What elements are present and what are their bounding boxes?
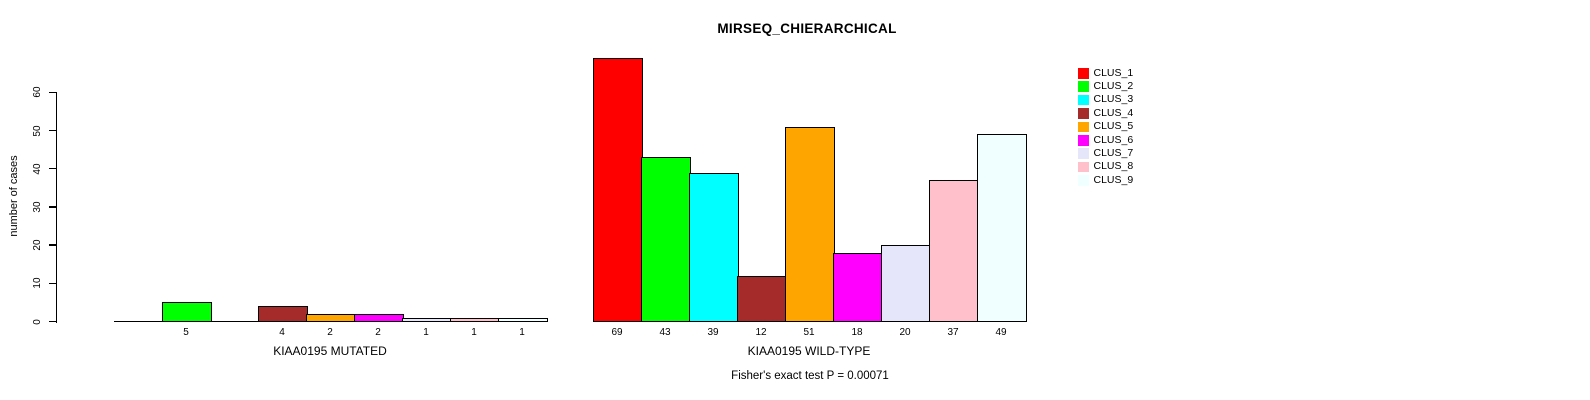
bar [258,306,308,323]
legend-label: CLUS_3 [1093,93,1134,106]
bar [785,126,835,323]
bar [402,317,452,323]
bar [450,317,500,323]
bar-value-label: 12 [755,327,767,338]
y-axis-tick [48,320,56,323]
y-axis-tick [48,282,56,285]
group-label: KIAA0195 WILD-TYPE [747,344,871,358]
y-tick-label: 30 [32,201,43,213]
chart-title: MIRSEQ_CHIERARCHICAL [717,21,897,36]
bar-value-label: 1 [519,327,525,338]
bar [833,252,883,323]
bar [977,134,1027,323]
bar [354,313,404,323]
legend-label: CLUS_8 [1093,160,1134,173]
fisher-test-annotation: Fisher's exact test P = 0.00071 [731,370,889,382]
legend-swatch [1078,121,1089,133]
bar [737,275,787,323]
bar-value-label: 39 [707,327,719,338]
group-label: KIAA0195 MUTATED [273,344,387,358]
y-tick-label: 0 [32,318,43,325]
legend-label: CLUS_1 [1093,66,1134,79]
y-tick-label: 20 [32,239,43,251]
legend-swatch [1078,175,1089,186]
bar-value-label: 4 [279,327,285,338]
bar-value-label: 20 [899,327,911,338]
legend-label: CLUS_2 [1093,79,1134,92]
y-tick-label: 10 [32,277,43,289]
legend-swatch [1078,68,1089,79]
bar-value-label: 37 [947,327,959,338]
bar-value-label: 5 [183,327,189,338]
legend-label: CLUS_5 [1093,120,1134,133]
legend-label: CLUS_9 [1093,173,1134,186]
bar-value-label: 43 [659,327,671,338]
bar [498,317,548,323]
y-axis-tick [48,244,56,246]
legend-label: CLUS_7 [1093,146,1134,159]
y-tick-label: 40 [32,163,43,175]
bar-value-label: 69 [611,327,623,338]
y-axis-tick [48,129,56,132]
legend-label: CLUS_6 [1093,133,1134,146]
y-tick-label: 50 [32,124,43,137]
y-axis-tick [48,91,56,94]
bar-value-label: 2 [375,327,381,338]
bar-value-label: 2 [327,327,333,338]
bar [162,302,212,323]
bar-value-label: 49 [995,327,1007,338]
legend-swatch [1078,148,1089,159]
bar [689,172,739,323]
bar-value-label: 1 [471,327,477,338]
bar [306,313,356,323]
bar [641,157,691,323]
bar-value-label: 51 [803,327,815,338]
bar [593,57,643,323]
y-tick-label: 60 [32,86,43,98]
y-axis-tick [48,167,56,170]
bar-value-label: 1 [423,327,429,338]
y-axis-tick [48,206,56,208]
bar-value-label: 18 [851,327,863,338]
y-axis-line [55,92,57,323]
bar [929,180,979,323]
legend-swatch [1078,81,1089,92]
legend-swatch [1078,161,1089,173]
bar [881,245,931,323]
legend-swatch [1078,135,1089,146]
legend-swatch [1078,108,1089,119]
legend-swatch [1078,94,1089,106]
legend: CLUS_1 CLUS_2 CLUS_3 CLUS_4 CLUS_5 CLUS_6 CLUS… [1078,66,1218,208]
legend-label: CLUS_4 [1093,106,1134,119]
